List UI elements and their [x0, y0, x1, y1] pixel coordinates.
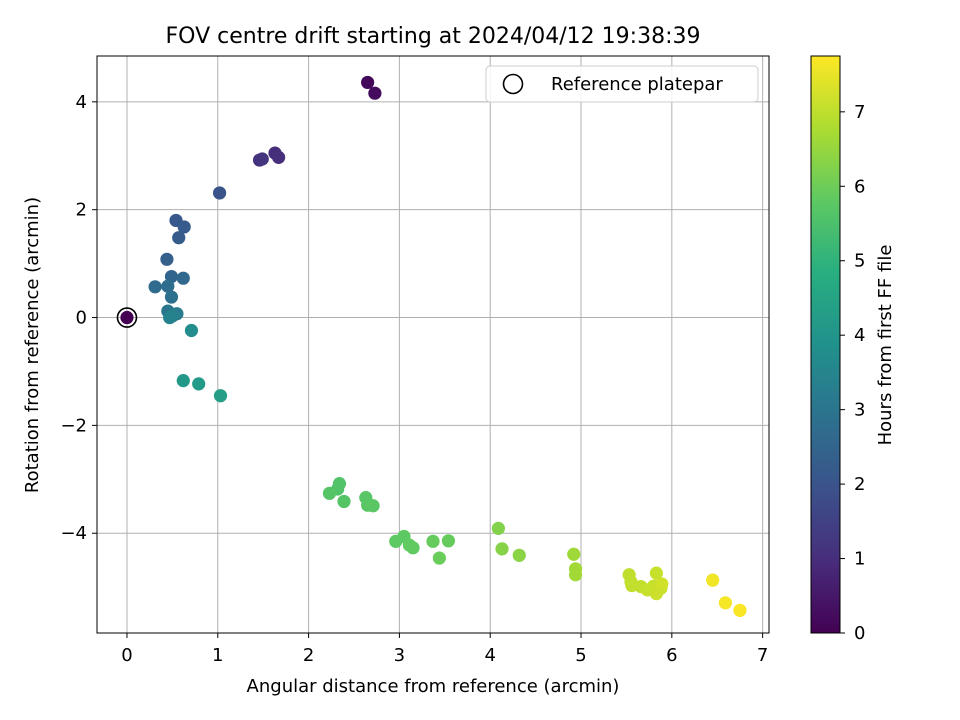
data-point [172, 231, 186, 245]
x-axis-ticks: 0 1 2 3 4 5 6 7 [121, 633, 768, 666]
data-point [176, 271, 190, 285]
chart-title: FOV centre drift starting at 2024/04/12 … [166, 24, 701, 49]
legend-reference-marker-icon [502, 73, 524, 95]
data-point [567, 547, 581, 561]
data-point [184, 323, 199, 338]
x-tick-label: 4 [484, 645, 495, 666]
reference-marker-layer [116, 307, 138, 328]
y-tick-label: −2 [60, 415, 87, 436]
colorbar [810, 55, 841, 634]
y-axis-ticks: −4 −2 0 2 4 [60, 92, 97, 544]
data-point [649, 566, 663, 580]
data-point [163, 310, 177, 325]
x-tick-label: 7 [757, 645, 768, 666]
colorbar-label: Hours from first FF file [875, 245, 896, 446]
data-point [432, 551, 446, 565]
data-point [733, 603, 747, 617]
colorbar-tick-label: 4 [854, 325, 865, 346]
data-point [161, 279, 175, 293]
data-point [491, 521, 505, 535]
data-point [322, 486, 337, 500]
data-points [120, 75, 747, 617]
data-point [426, 534, 440, 548]
y-tick-label: 4 [76, 92, 87, 113]
data-point [120, 310, 134, 325]
x-tick-label: 3 [394, 645, 405, 666]
data-point [512, 548, 526, 562]
legend-box [485, 65, 759, 103]
data-point [177, 220, 191, 234]
colorbar-tick-label: 7 [854, 102, 865, 123]
colorbar-tick-label: 1 [854, 549, 865, 570]
data-point [568, 568, 583, 582]
data-point [361, 75, 375, 90]
plot-frame [96, 55, 770, 634]
colorbar-tick-label: 6 [854, 176, 865, 197]
y-tick-label: 0 [76, 308, 87, 329]
x-tick-label: 0 [121, 645, 132, 666]
data-point [212, 186, 227, 200]
colorbar-tick-label: 5 [854, 251, 865, 272]
data-point [368, 86, 382, 100]
data-point [441, 534, 456, 548]
data-point [176, 374, 190, 388]
colorbar-ticks: 0 1 2 3 4 5 6 7 [840, 102, 865, 644]
data-point [272, 150, 286, 164]
y-tick-label: 2 [76, 200, 87, 221]
x-tick-label: 1 [212, 645, 223, 666]
data-point [192, 377, 206, 391]
data-point [164, 290, 179, 304]
data-point [706, 573, 720, 587]
data-point [406, 541, 420, 555]
reference-platepar-marker [116, 307, 138, 328]
colorbar-tick-label: 3 [854, 400, 865, 421]
colorbar-tick-label: 0 [854, 623, 865, 644]
y-tick-label: −4 [60, 523, 87, 544]
legend: Reference platepar [485, 65, 759, 103]
x-tick-label: 6 [666, 645, 677, 666]
data-point [213, 389, 228, 403]
x-axis-label: Angular distance from reference (arcmin) [247, 676, 620, 697]
colorbar-tick-label: 2 [854, 474, 865, 495]
data-point [337, 494, 351, 509]
x-tick-label: 5 [575, 645, 586, 666]
data-point [495, 542, 509, 556]
legend-entry-label: Reference platepar [551, 74, 723, 95]
data-point [148, 280, 162, 294]
data-point [255, 152, 269, 166]
data-point [655, 577, 669, 591]
y-axis-label: Rotation from reference (arcmin) [22, 197, 43, 493]
x-tick-label: 2 [303, 645, 314, 666]
data-point [718, 596, 733, 610]
data-point [366, 499, 380, 513]
data-point [160, 252, 174, 266]
